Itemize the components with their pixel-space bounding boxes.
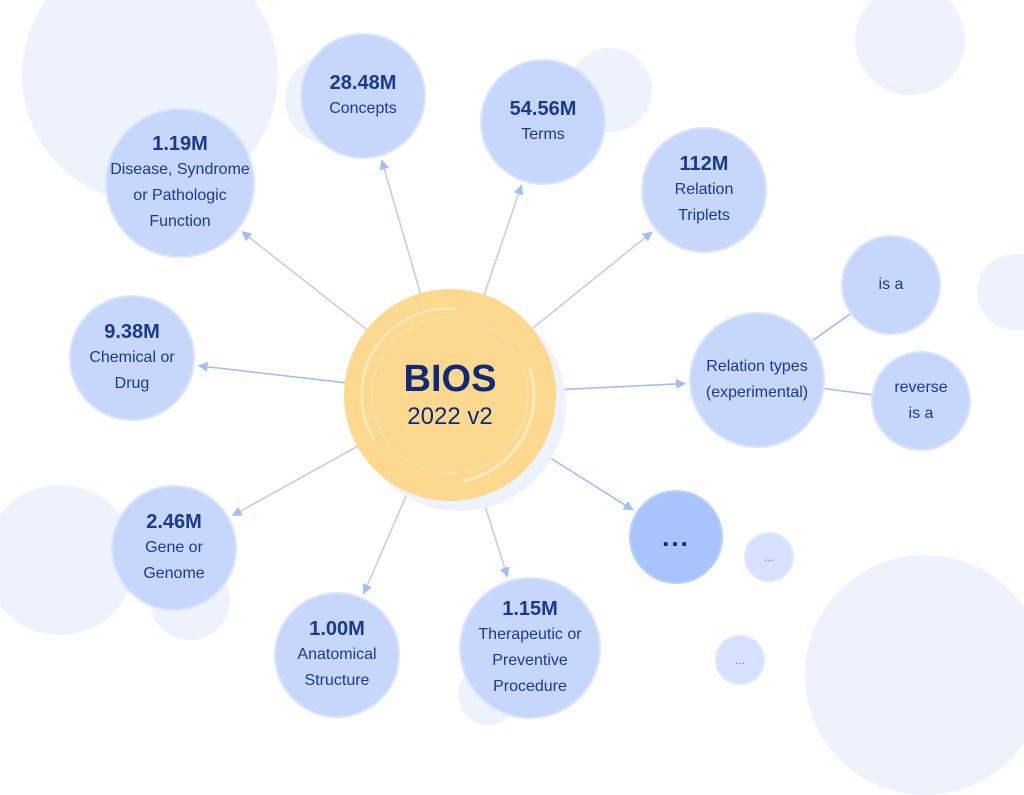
node-value: 54.56M [509, 98, 577, 120]
node-more-small-1[interactable]: ... [744, 532, 794, 582]
link-gene [231, 444, 360, 517]
node-label: ... [734, 653, 745, 667]
node-label: is a [878, 276, 904, 293]
node-value: 1.19M [152, 133, 208, 155]
link-anatomical [362, 490, 410, 595]
link-more [537, 449, 634, 511]
node-terms[interactable]: 54.56M Terms [480, 59, 606, 185]
node-label: Terms [521, 126, 565, 143]
link-relation-types [553, 378, 687, 391]
node-more[interactable]: ... [629, 490, 723, 584]
center-version: 2022 v2 [407, 403, 493, 430]
links [197, 159, 872, 595]
node-label: Concepts [329, 100, 397, 117]
node-label: Disease, Syndrome or Pathologic Function [110, 161, 250, 230]
node-value: 2.46M [146, 511, 202, 533]
node-disease[interactable]: 1.19M Disease, Syndrome or Pathologic Fun… [105, 108, 255, 258]
link-relation-triplets [530, 231, 653, 331]
link-terms [482, 184, 524, 297]
node-label: ... [662, 522, 690, 552]
node-label: Relation Triplets [674, 181, 734, 224]
link-therapeutic [480, 493, 510, 578]
node-label: Gene or Genome [143, 539, 205, 582]
link-concepts [379, 159, 422, 296]
node-label: Relation types (experimental) [705, 358, 809, 401]
node-gene[interactable]: 2.46M Gene or Genome [111, 485, 237, 611]
node-relation-triplets[interactable]: 112M Relation Triplets [641, 127, 767, 253]
node-is-a[interactable]: is a [841, 235, 941, 335]
bios-center-node[interactable]: BIOS 2022 v2 [344, 289, 556, 501]
node-therapeutic[interactable]: 1.15M Therapeutic or Preventive Procedure [459, 577, 601, 719]
node-label: Chemical or Drug [89, 349, 175, 392]
node-concepts[interactable]: 28.48M Concepts [300, 33, 426, 159]
link-chemical [197, 361, 347, 384]
node-relation-types[interactable]: Relation types (experimental) [689, 312, 825, 448]
node-value: 1.00M [309, 618, 365, 640]
node-chemical[interactable]: 9.38M Chemical or Drug [69, 295, 195, 421]
node-label: reverse is a [894, 379, 948, 422]
node-value: 1.15M [502, 598, 558, 620]
node-more-small-2[interactable]: ... [715, 635, 765, 685]
node-label: ... [763, 550, 774, 564]
node-label: Anatomical Structure [297, 646, 377, 689]
node-value: 112M [679, 153, 729, 175]
node-anatomical[interactable]: 1.00M Anatomical Structure [274, 592, 400, 718]
center-ring-decoration [360, 307, 536, 483]
link-is-a [812, 313, 851, 342]
node-value: 9.38M [104, 321, 160, 343]
bg-circle [855, 0, 965, 95]
link-disease [241, 231, 369, 332]
center-title: BIOS [403, 358, 497, 400]
node-reverse-is-a[interactable]: reverse is a [871, 351, 971, 451]
link-reverse-is-a [824, 387, 872, 396]
node-label: Therapeutic or Preventive Procedure [478, 626, 582, 695]
node-value: 28.48M [329, 72, 397, 94]
